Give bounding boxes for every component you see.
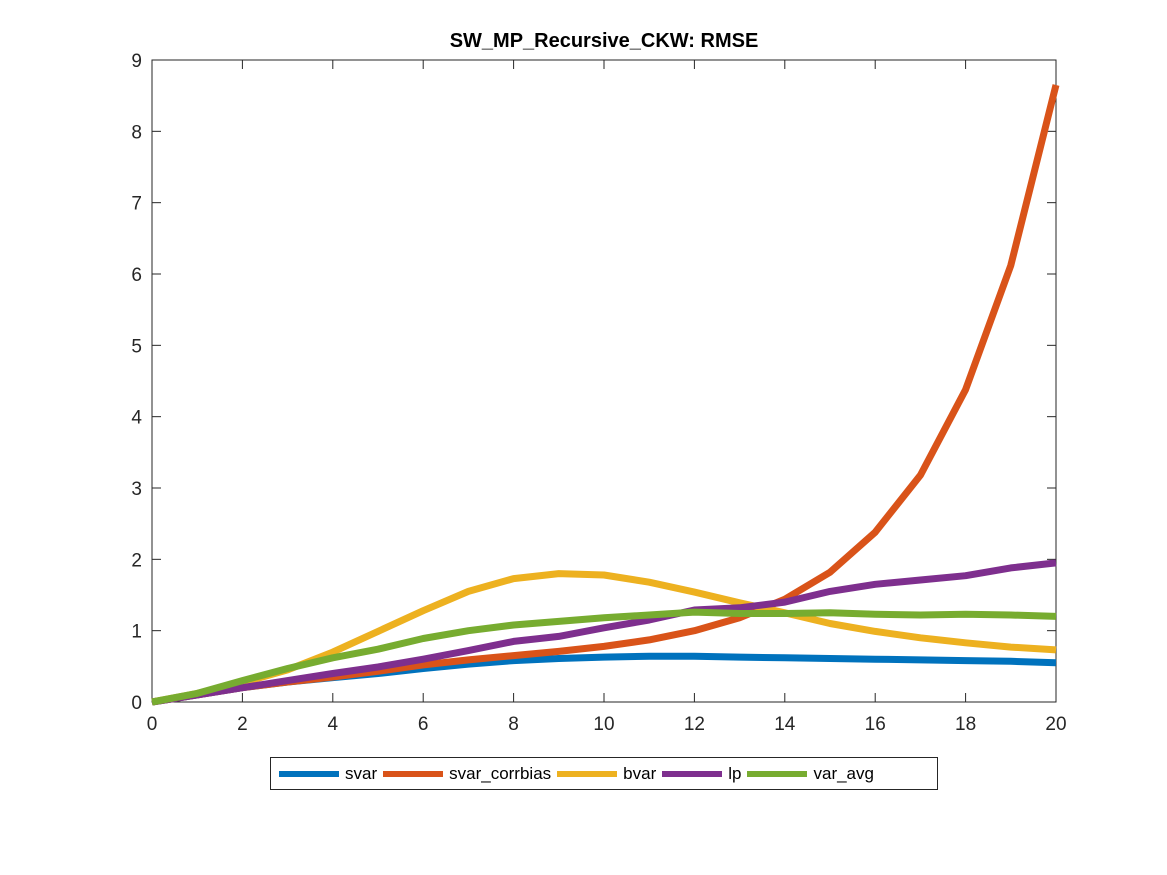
series-line-svar-corrbias: [151, 84, 1060, 706]
legend-label: lp: [728, 763, 742, 783]
legend-swatch: [662, 770, 723, 777]
legend-label: var_avg: [813, 763, 874, 783]
legend-item-bvar: bvar: [557, 764, 656, 784]
x-tick-label: 14: [774, 714, 796, 735]
x-tick-label: 0: [147, 714, 158, 735]
x-tick-label: 18: [955, 714, 976, 735]
legend-label: svar_corrbias: [449, 763, 552, 783]
legend-label: bvar: [623, 763, 657, 783]
legend-swatch: [557, 770, 618, 777]
x-tick-label: 2: [237, 714, 248, 735]
legend-swatch: [747, 770, 808, 777]
y-tick-label: 2: [131, 550, 142, 571]
y-tick-label: 6: [131, 265, 142, 286]
legend-item-svar-corrbias: svar_corrbias: [383, 764, 551, 784]
chart-title: SW_MP_Recursive_CKW: RMSE: [449, 30, 759, 52]
y-tick-label: 8: [131, 122, 142, 143]
legend: svar svar_corrbias bvar lp var_avg: [270, 757, 938, 790]
y-tick-label: 0: [131, 693, 142, 714]
x-tick-label: 10: [593, 714, 614, 735]
x-tick-label: 8: [508, 714, 519, 735]
legend-label: svar: [345, 763, 378, 783]
legend-item-var-avg: var_avg: [747, 763, 874, 784]
x-tick-label: 16: [865, 714, 886, 735]
x-tick-label: 6: [418, 714, 429, 735]
y-tick-label: 1: [131, 622, 142, 643]
x-tick-label: 4: [328, 714, 339, 735]
y-tick-label: 5: [131, 336, 142, 357]
x-tick-label: 20: [1045, 714, 1066, 735]
axes-box: [151, 59, 1057, 703]
series-line-lp: [151, 559, 1057, 706]
series-line-var-avg: [151, 608, 1057, 706]
legend-item-svar: svar: [279, 764, 377, 784]
y-tick-label: 4: [131, 408, 142, 429]
y-tick-label: 3: [131, 479, 142, 500]
y-tick-label: 7: [131, 194, 142, 215]
legend-swatch: [279, 770, 339, 777]
x-tick-label: 12: [684, 714, 705, 735]
y-tick-label: 9: [131, 51, 142, 72]
legend-swatch: [383, 770, 444, 777]
legend-item-lp: lp: [662, 764, 741, 784]
